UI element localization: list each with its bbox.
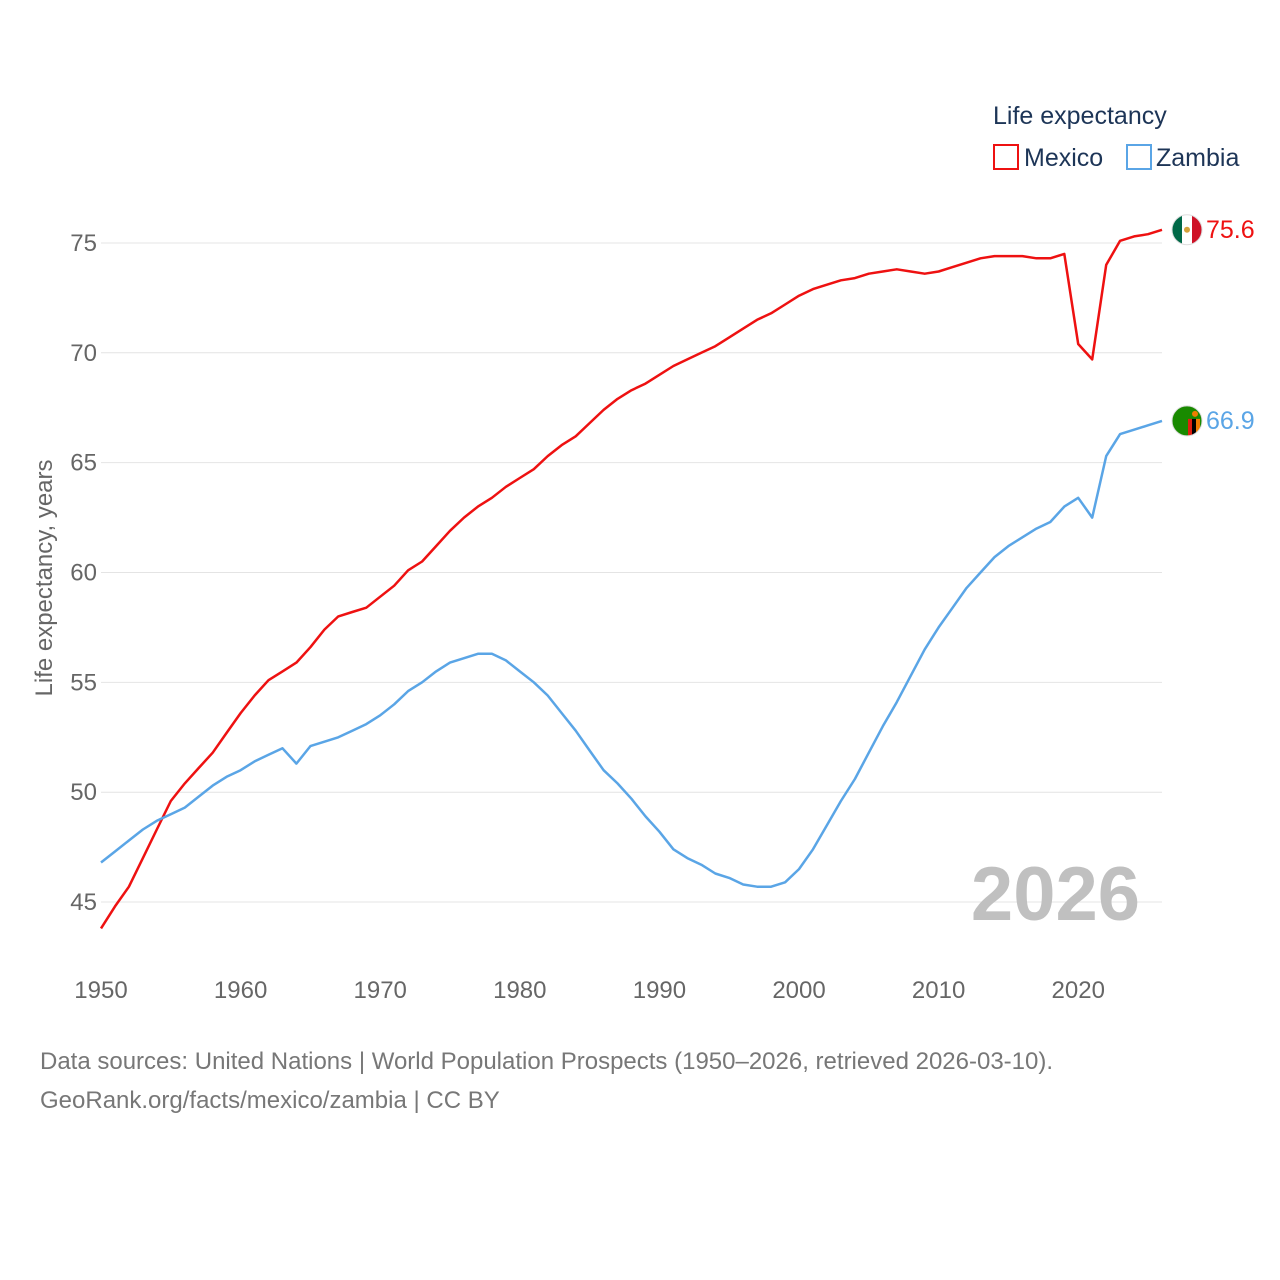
x-tick-label: 1950: [74, 977, 127, 1004]
y-axis-label: Life expectancy, years: [31, 459, 58, 696]
mexico-flag-icon: [1171, 214, 1203, 246]
source-link[interactable]: GeoRank.org/facts/mexico/zambia | CC BY: [40, 1087, 500, 1114]
legend-title: Life expectancy: [993, 102, 1167, 130]
y-tick-label: 50: [70, 779, 97, 806]
x-tick-label: 2000: [772, 977, 825, 1004]
source-line: Data sources: United Nations | World Pop…: [40, 1048, 1054, 1075]
legend: Life expectancy Mexico Zambia: [993, 102, 1239, 172]
x-tick-label: 2010: [912, 977, 965, 1004]
legend-swatch-mexico[interactable]: [993, 144, 1019, 170]
y-tick-label: 45: [70, 889, 97, 916]
y-tick-label: 55: [70, 669, 97, 696]
end-value-mexico: 75.6: [1206, 216, 1255, 244]
y-tick-label: 75: [70, 230, 97, 257]
series-line-zambia[interactable]: [100, 419, 1163, 888]
y-tick-label: 65: [70, 450, 97, 477]
legend-label-zambia[interactable]: Zambia: [1156, 144, 1239, 172]
source-footer: Data sources: United Nations | World Pop…: [40, 1042, 1053, 1120]
end-labels: 75.6 66.9: [1171, 214, 1255, 437]
x-tick-label: 1970: [354, 977, 407, 1004]
legend-swatch-zambia[interactable]: [1126, 144, 1152, 170]
x-tick-label: 1960: [214, 977, 267, 1004]
series-line-mexico[interactable]: [99, 228, 1163, 930]
y-tick-label: 70: [70, 340, 97, 367]
series-group: [99, 228, 1163, 930]
legend-label-mexico[interactable]: Mexico: [1024, 144, 1103, 172]
x-axis-ticks: 1950 1960 1970 1980 1990 2000 2010 2020: [74, 977, 1105, 1004]
x-tick-label: 1980: [493, 977, 546, 1004]
year-overlay: 2026: [971, 852, 1140, 937]
x-tick-label: 2020: [1052, 977, 1105, 1004]
grid-lines: [101, 242, 1162, 903]
x-tick-label: 1990: [633, 977, 686, 1004]
y-axis-ticks: 45 50 55 60 65 70 75: [70, 230, 97, 916]
y-tick-label: 60: [70, 560, 97, 587]
end-value-zambia: 66.9: [1206, 407, 1255, 435]
line-chart: 45 50 55 60 65 70 75 1950 1960 1970 1980 1990 2000 2…: [31, 102, 1255, 1004]
zambia-flag-icon: [1171, 405, 1203, 437]
